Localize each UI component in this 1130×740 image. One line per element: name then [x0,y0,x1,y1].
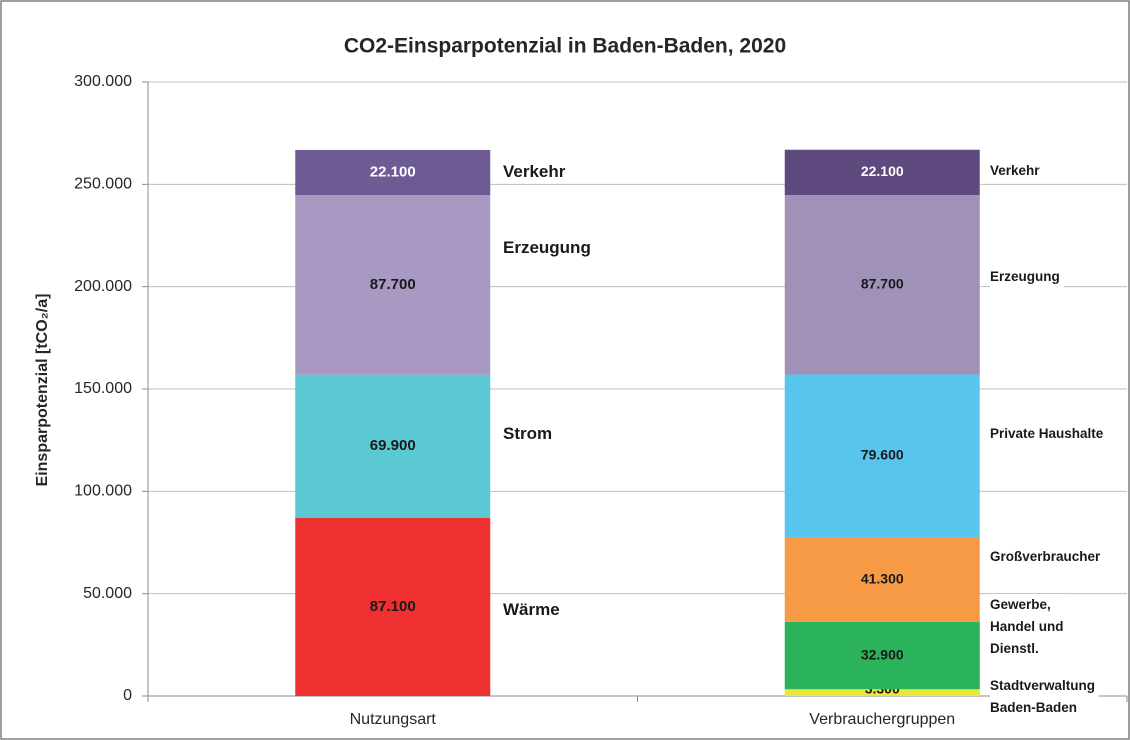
bar-segment [784,149,980,195]
y-tick-label: 100.000 [74,483,132,500]
segment-name: Erzeugung [503,237,595,259]
segment-name: Stadtverwaltung Baden-Baden [990,675,1100,719]
bar-segment [784,537,980,622]
bar-segment [784,621,980,690]
value-label: 22.100 [370,164,416,181]
y-tick-label: 150.000 [74,380,132,397]
x-tick-label: Verbrauchergruppen [809,711,955,728]
y-tick-label: 0 [123,687,132,704]
bar-segment [295,517,491,696]
bar-segment [295,195,491,375]
bar-segment [784,374,980,538]
bar-segment [784,194,980,375]
chart-title: CO2-Einsparpotenzial in Baden-Baden, 202… [344,35,786,58]
y-tick-label: 50.000 [83,585,132,602]
value-label: 69.900 [370,437,416,454]
value-label: 22.100 [861,163,904,179]
value-label: 87.700 [370,276,416,293]
segment-name: Großverbraucher [990,546,1105,568]
segment-name: Verkehr [990,160,1044,182]
segment-name: Erzeugung [990,266,1064,288]
bar-segment [784,689,980,696]
x-tick-label: Nutzungsart [350,711,437,728]
segment-name: Private Haushalte [990,423,1108,445]
value-label: 87.700 [861,275,904,291]
segment-name: Wärme [503,599,564,621]
y-tick-label: 250.000 [74,176,132,193]
y-axis-label: Einsparpotenzial [tCO₂/a] [34,294,51,487]
segment-name: Verkehr [503,161,570,183]
y-tick-label: 300.000 [74,73,132,90]
y-tick-label: 200.000 [74,278,132,295]
value-label: 32.900 [861,646,904,662]
value-label: 87.100 [370,598,416,615]
segment-name: Strom [503,423,557,445]
segment-name: Gewerbe, Handel und Dienstl. [990,594,1068,660]
bar-segment [295,149,491,196]
bar-segment [295,374,491,518]
value-label: 79.600 [861,447,904,463]
value-label: 41.300 [861,570,904,586]
